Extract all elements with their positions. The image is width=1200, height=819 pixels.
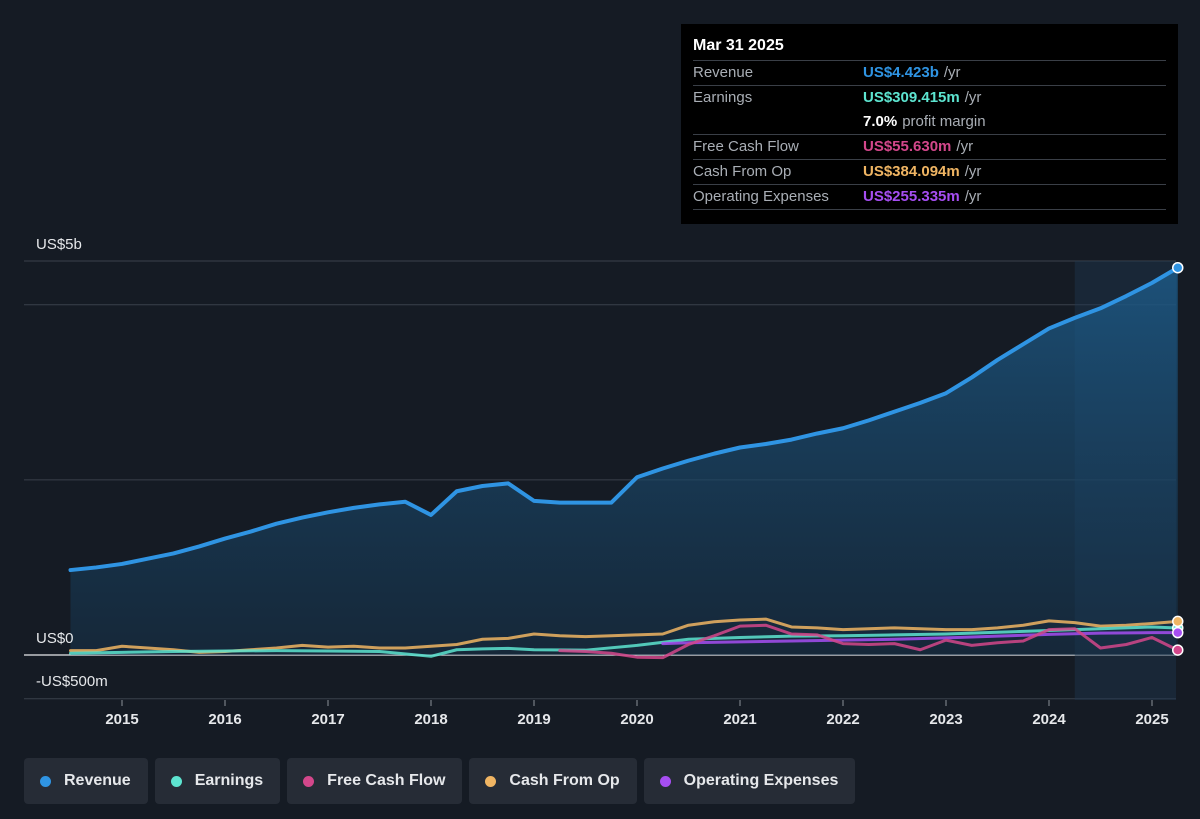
x-tick-label: 2024 — [1032, 711, 1066, 728]
tooltip-row-value: US$309.415m — [863, 89, 960, 106]
legend-dot-icon — [170, 775, 182, 787]
legend-dot-icon — [485, 775, 497, 787]
revenue-area — [70, 267, 1178, 655]
legend-label: Revenue — [64, 772, 131, 789]
tooltip-row: Earnings US$309.415m/yr — [693, 85, 1166, 110]
y-tick-label: US$5b — [36, 236, 82, 253]
tooltip-row: Free Cash Flow US$55.630m/yr — [693, 134, 1166, 159]
legend-item-cash-from-op[interactable]: Cash From Op — [469, 758, 637, 804]
x-tick-label: 2023 — [929, 711, 962, 728]
x-tick-label: 2015 — [105, 711, 138, 728]
legend-label: Cash From Op — [509, 772, 620, 789]
legend-label: Free Cash Flow — [327, 772, 446, 789]
x-tick-label: 2021 — [723, 711, 756, 728]
legend: Revenue Earnings Free Cash Flow Cash From O… — [24, 758, 856, 804]
legend-label: Earnings — [194, 772, 264, 789]
x-tick-label: 2017 — [311, 711, 344, 728]
series-endpoint-marker — [1172, 615, 1184, 628]
y-tick-label: -US$500m — [36, 673, 108, 690]
series-endpoint-marker — [1172, 626, 1184, 639]
x-tick-label: 2019 — [517, 711, 550, 728]
series-endpoints — [1172, 261, 1184, 656]
tooltip-row-label — [693, 110, 863, 134]
series-lines — [68, 265, 1180, 660]
tooltip-row-value: US$255.335m — [863, 188, 960, 205]
tooltip-row-unit: /yr — [943, 64, 961, 81]
legend-label: Operating Expenses — [683, 772, 839, 789]
x-tick-label: 2018 — [414, 711, 447, 728]
tooltip-row: Revenue US$4.423b/yr — [693, 60, 1166, 85]
tooltip-row-value: US$384.094m — [863, 163, 960, 180]
series-endpoint-marker — [1172, 261, 1184, 274]
revenue-area-fill — [70, 267, 1178, 655]
legend-item-free-cash-flow[interactable]: Free Cash Flow — [287, 758, 463, 804]
tooltip-row-value: US$4.423b — [863, 64, 939, 81]
tooltip-rows: Revenue US$4.423b/yr Earnings US$309.415m/y… — [693, 60, 1166, 210]
x-tick-label: 2025 — [1135, 711, 1168, 728]
legend-dot-icon — [303, 775, 315, 787]
y-axis: US$5b US$0 -US$500m — [36, 236, 108, 690]
tooltip-row-unit: profit margin — [902, 113, 986, 130]
series-endpoint-marker — [1172, 644, 1184, 656]
tooltip-date: Mar 31 2025 — [693, 37, 784, 54]
x-tick-label: 2022 — [826, 711, 859, 728]
tooltip-row-label: Cash From Op — [693, 163, 792, 180]
x-tick-label: 2016 — [208, 711, 241, 728]
x-tick-label: 2020 — [620, 711, 653, 728]
legend-dot-icon — [40, 775, 51, 787]
legend-item-operating-expenses[interactable]: Operating Expenses — [643, 758, 856, 804]
tooltip-row-value: 7.0% — [863, 113, 898, 130]
legend-item-earnings[interactable]: Earnings — [154, 758, 281, 804]
tooltip-row-label: Revenue — [693, 64, 754, 81]
tooltip-row: 7.0% profit margin — [693, 110, 1166, 134]
tooltip-row: Cash From Op US$384.094m/yr — [693, 159, 1166, 184]
tooltip-panel: Mar 31 2025 Revenue US$4.423b/yr Earnings U… — [681, 24, 1178, 224]
tooltip-row-unit: /yr — [964, 188, 982, 205]
tooltip-row-unit: /yr — [964, 89, 982, 106]
tooltip-row-value: US$55.630m — [863, 138, 952, 155]
x-axis: 2015 2016 2017 2018 2019 2020 2021 2022 2023 2024… — [105, 700, 1169, 728]
tooltip-row-label: Earnings — [693, 89, 753, 106]
tooltip-row-label: Operating Expenses — [693, 188, 829, 205]
y-tick-label: US$0 — [36, 630, 74, 647]
tooltip-row-label: Free Cash Flow — [693, 138, 799, 155]
tooltip-row-unit: /yr — [964, 163, 982, 180]
series-line-free-cash-flow — [558, 623, 1180, 660]
tooltip-row-unit: /yr — [956, 138, 974, 155]
legend-item-revenue[interactable]: Revenue — [24, 758, 148, 804]
series-line-operating-expenses — [661, 631, 1180, 646]
legend-dot-icon — [659, 775, 671, 787]
tooltip-row: Operating Expenses US$255.335m/yr — [693, 184, 1166, 210]
series-line-revenue — [68, 265, 1180, 573]
